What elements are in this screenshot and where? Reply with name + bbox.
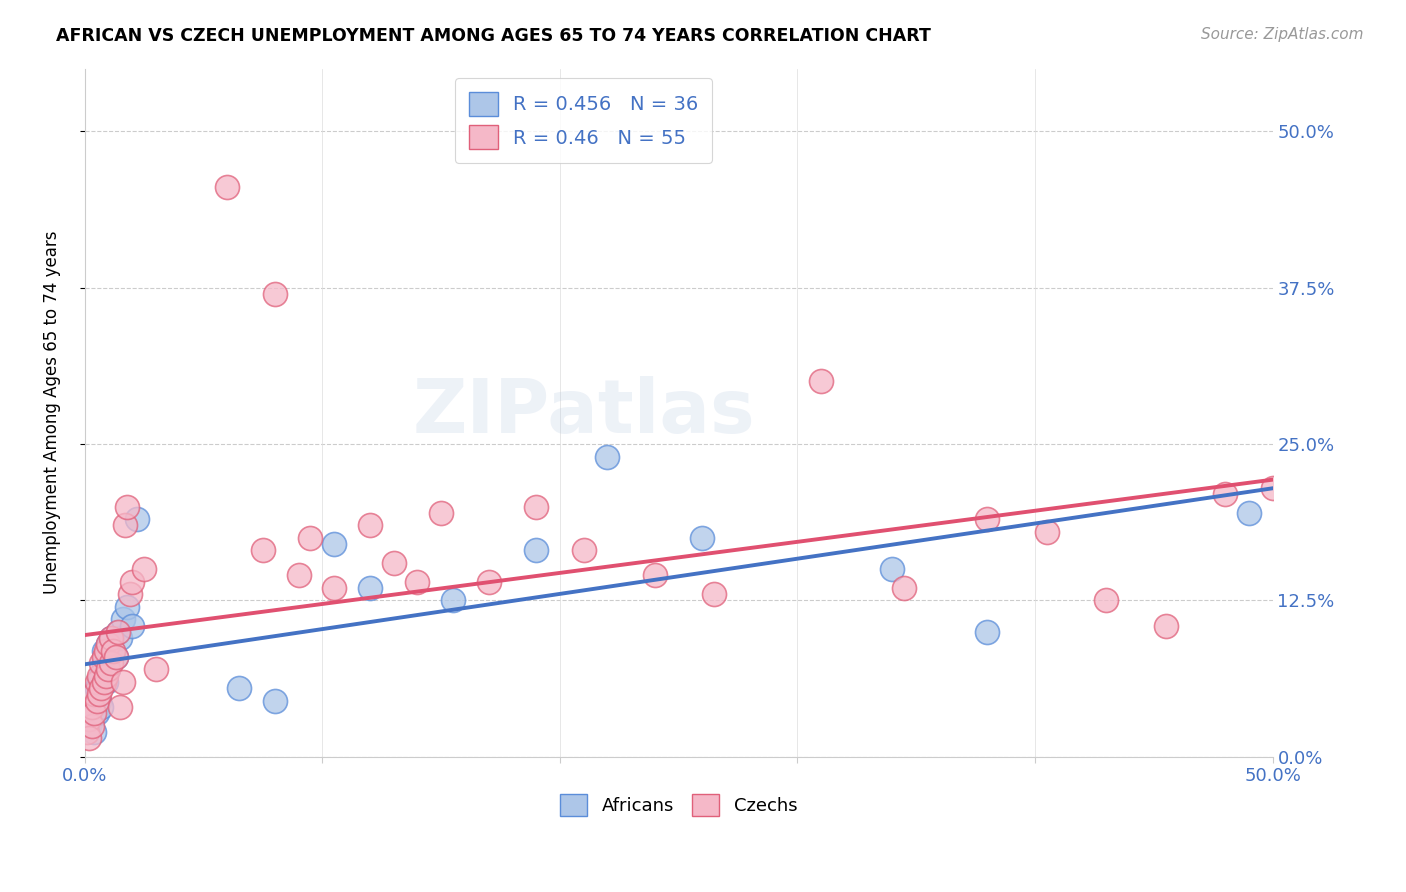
Point xyxy=(1237,506,1260,520)
Point xyxy=(97,637,120,651)
Point xyxy=(90,681,112,695)
Point xyxy=(252,543,274,558)
Point xyxy=(79,713,101,727)
Point xyxy=(1213,487,1236,501)
Point xyxy=(430,506,453,520)
Point xyxy=(103,643,125,657)
Point xyxy=(382,556,405,570)
Point xyxy=(90,699,112,714)
Point xyxy=(976,624,998,639)
Point xyxy=(121,618,143,632)
Point xyxy=(90,656,112,670)
Point xyxy=(86,674,108,689)
Point xyxy=(1261,481,1284,495)
Point xyxy=(703,587,725,601)
Point xyxy=(87,668,110,682)
Point xyxy=(110,699,132,714)
Point xyxy=(117,500,139,514)
Point xyxy=(117,599,139,614)
Point xyxy=(114,518,136,533)
Point xyxy=(1036,524,1059,539)
Point xyxy=(94,649,117,664)
Point xyxy=(287,568,309,582)
Y-axis label: Unemployment Among Ages 65 to 74 years: Unemployment Among Ages 65 to 74 years xyxy=(44,231,60,594)
Point xyxy=(97,662,120,676)
Point xyxy=(76,725,98,739)
Point xyxy=(810,375,832,389)
Text: Source: ZipAtlas.com: Source: ZipAtlas.com xyxy=(1201,27,1364,42)
Point xyxy=(359,518,381,533)
Point xyxy=(118,587,141,601)
Point xyxy=(83,687,105,701)
Point xyxy=(572,543,595,558)
Point xyxy=(121,574,143,589)
Text: ZIPatlas: ZIPatlas xyxy=(412,376,755,450)
Point xyxy=(79,731,101,746)
Point xyxy=(79,719,101,733)
Point xyxy=(477,574,499,589)
Point xyxy=(524,500,547,514)
Point xyxy=(100,656,122,670)
Point xyxy=(93,643,115,657)
Point xyxy=(263,693,285,707)
Point xyxy=(100,631,122,645)
Point xyxy=(94,668,117,682)
Point xyxy=(125,512,148,526)
Point xyxy=(83,725,105,739)
Point xyxy=(104,649,127,664)
Point xyxy=(80,699,103,714)
Point xyxy=(104,649,127,664)
Point xyxy=(134,562,156,576)
Point xyxy=(83,706,105,720)
Point xyxy=(93,656,115,670)
Point xyxy=(93,674,115,689)
Point xyxy=(87,674,110,689)
Point xyxy=(86,681,108,695)
Point xyxy=(228,681,250,695)
Point xyxy=(86,693,108,707)
Point xyxy=(94,674,117,689)
Text: AFRICAN VS CZECH UNEMPLOYMENT AMONG AGES 65 TO 74 YEARS CORRELATION CHART: AFRICAN VS CZECH UNEMPLOYMENT AMONG AGES… xyxy=(56,27,931,45)
Point xyxy=(323,537,346,551)
Point xyxy=(882,562,904,576)
Point xyxy=(97,662,120,676)
Point xyxy=(83,699,105,714)
Point xyxy=(110,631,132,645)
Point xyxy=(103,643,125,657)
Point xyxy=(111,612,134,626)
Point xyxy=(111,674,134,689)
Point xyxy=(1154,618,1177,632)
Point xyxy=(441,593,464,607)
Point xyxy=(263,286,285,301)
Point xyxy=(406,574,429,589)
Point xyxy=(299,531,322,545)
Point xyxy=(87,687,110,701)
Point xyxy=(94,643,117,657)
Point xyxy=(97,637,120,651)
Point xyxy=(217,180,239,194)
Point xyxy=(90,668,112,682)
Point xyxy=(644,568,666,582)
Point xyxy=(86,706,108,720)
Point xyxy=(80,713,103,727)
Point xyxy=(80,719,103,733)
Point xyxy=(596,450,619,464)
Point xyxy=(323,581,346,595)
Point xyxy=(100,631,122,645)
Point xyxy=(976,512,998,526)
Point xyxy=(107,624,129,639)
Point xyxy=(87,693,110,707)
Point xyxy=(1095,593,1118,607)
Point xyxy=(359,581,381,595)
Point xyxy=(93,649,115,664)
Point xyxy=(145,662,167,676)
Point xyxy=(107,624,129,639)
Point xyxy=(524,543,547,558)
Point xyxy=(692,531,714,545)
Legend: Africans, Czechs: Africans, Czechs xyxy=(553,787,804,823)
Point xyxy=(893,581,915,595)
